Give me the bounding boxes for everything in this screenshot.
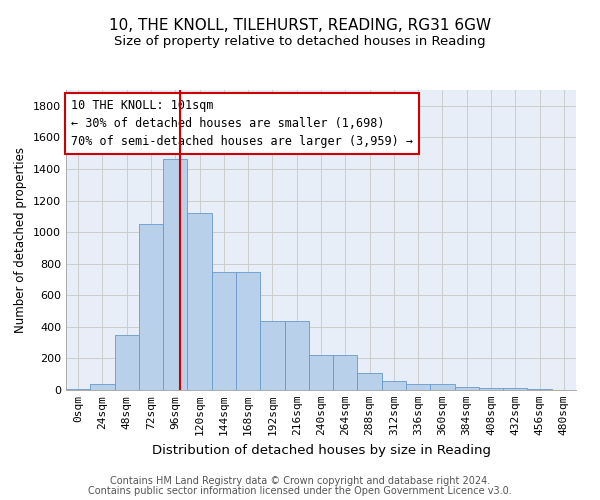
X-axis label: Distribution of detached houses by size in Reading: Distribution of detached houses by size … — [151, 444, 491, 456]
Bar — [479, 388, 503, 390]
Bar — [90, 384, 115, 390]
Bar — [284, 322, 309, 390]
Y-axis label: Number of detached properties: Number of detached properties — [14, 147, 28, 333]
Text: 10, THE KNOLL, TILEHURST, READING, RG31 6GW: 10, THE KNOLL, TILEHURST, READING, RG31 … — [109, 18, 491, 32]
Bar — [503, 388, 527, 390]
Bar — [333, 356, 358, 390]
Text: Size of property relative to detached houses in Reading: Size of property relative to detached ho… — [114, 35, 486, 48]
Bar — [406, 384, 430, 390]
Text: 10 THE KNOLL: 101sqm
← 30% of detached houses are smaller (1,698)
70% of semi-de: 10 THE KNOLL: 101sqm ← 30% of detached h… — [71, 99, 413, 148]
Bar — [187, 213, 212, 390]
Bar — [430, 384, 455, 390]
Bar — [66, 389, 90, 390]
Bar — [115, 334, 139, 390]
Bar — [455, 386, 479, 390]
Bar — [309, 356, 333, 390]
Bar — [382, 382, 406, 390]
Bar — [212, 272, 236, 390]
Bar — [139, 224, 163, 390]
Bar — [358, 372, 382, 390]
Text: Contains public sector information licensed under the Open Government Licence v3: Contains public sector information licen… — [88, 486, 512, 496]
Text: Contains HM Land Registry data © Crown copyright and database right 2024.: Contains HM Land Registry data © Crown c… — [110, 476, 490, 486]
Bar — [163, 160, 187, 390]
Bar — [527, 389, 552, 390]
Bar — [236, 272, 260, 390]
Bar — [260, 322, 284, 390]
